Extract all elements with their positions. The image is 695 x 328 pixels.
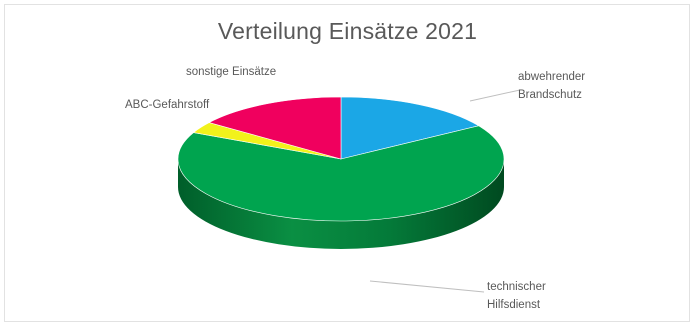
slice-label-line: sonstige Einsätze	[186, 66, 276, 78]
slice-label-line: Hilfsdienst	[487, 299, 541, 311]
leader-line-abwehrender-brandschutz	[470, 90, 520, 101]
slice-label-abc-gefahrstoff: ABC-Gefahrstoff	[125, 99, 210, 111]
leader-line-technischer-hilfsdienst	[370, 281, 484, 292]
slice-label-line: abwehrender	[518, 71, 585, 83]
slice-label-line: Brandschutz	[518, 89, 582, 101]
slice-label-line: technischer	[487, 281, 546, 293]
slice-label-technischer-hilfsdienst: technischer Hilfsdienst	[487, 281, 546, 311]
slice-label-line: ABC-Gefahrstoff	[125, 99, 210, 111]
slice-label-abwehrender-brandschutz: abwehrender Brandschutz	[518, 71, 585, 101]
slice-label-sonstige-einsaetze: sonstige Einsätze	[186, 66, 276, 78]
